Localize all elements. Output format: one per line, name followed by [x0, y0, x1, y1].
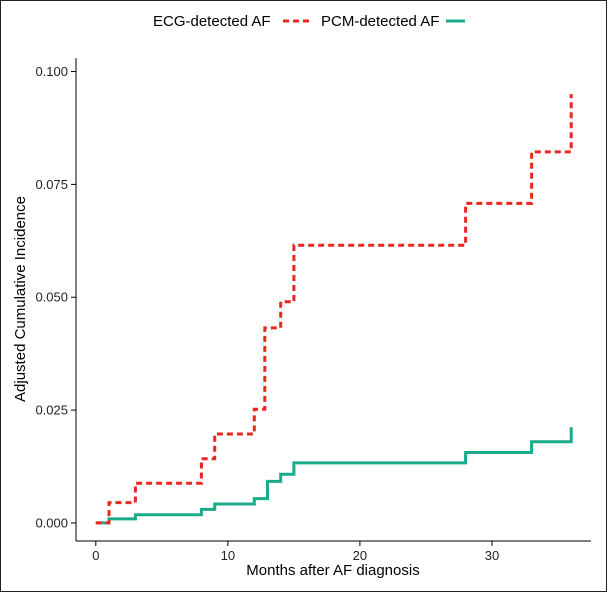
y-tick-label: 0.050 — [35, 290, 68, 305]
x-tick-label: 10 — [221, 548, 235, 563]
x-tick-label: 30 — [485, 548, 499, 563]
y-tick-label: 0.100 — [35, 64, 68, 79]
series-line-ecg — [95, 94, 573, 525]
legend-label-pcm: PCM-detected AF — [321, 13, 439, 30]
legend-label-ecg: ECG-detected AF — [153, 13, 271, 30]
y-tick-label: 0.025 — [35, 403, 68, 418]
x-tick-label: 20 — [353, 548, 367, 563]
x-ticks: 0 10 20 30 — [92, 541, 499, 563]
x-tick-label: 0 — [92, 548, 99, 563]
series-line-pcm — [95, 427, 573, 525]
y-tick-label: 0.000 — [35, 515, 68, 530]
legend: ECG-detected AF PCM-detected AF — [153, 13, 465, 30]
series-layer — [95, 94, 573, 525]
y-ticks: 0.000 0.025 0.050 0.075 0.100 — [35, 64, 76, 530]
y-axis-title: Adjusted Cumulative Incidence — [12, 196, 29, 402]
x-axis-title: Months after AF diagnosis — [246, 562, 419, 579]
y-tick-label: 0.075 — [35, 177, 68, 192]
